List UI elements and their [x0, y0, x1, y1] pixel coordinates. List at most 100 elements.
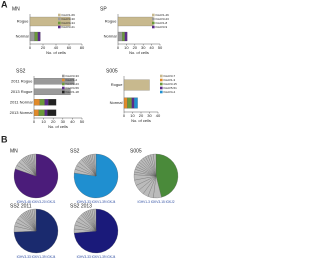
bar-segment	[134, 97, 138, 109]
legend-swatch	[58, 13, 61, 17]
bar-segment	[33, 88, 71, 95]
x-tick-label: 0	[29, 45, 32, 50]
x-tick-label: 80	[80, 45, 85, 50]
x-tick-label: 0	[117, 45, 120, 50]
chart-title: SS2	[70, 148, 80, 154]
chart-title: S005	[106, 68, 118, 74]
legend-label: IGHV3-9	[156, 25, 168, 29]
chart-title: MN	[10, 148, 18, 154]
chart-title: SS2 2013	[70, 203, 92, 209]
bar-segment	[131, 97, 135, 109]
x-tick-label: 20	[41, 45, 46, 50]
legend-label: IGHV3-21	[62, 25, 76, 29]
legend-label: IGHV3-7	[164, 74, 176, 78]
legend-label: IGHV5-51	[164, 86, 178, 90]
chart-title: SS2	[16, 68, 26, 74]
category-label: 2011 Normal	[10, 99, 33, 104]
x-tick-label: 30	[147, 113, 152, 118]
bar-segment	[127, 97, 132, 109]
pie-slice	[93, 208, 97, 232]
legend-label: IGHV3-23	[156, 17, 170, 21]
x-axis-label: No. of cells	[48, 124, 68, 129]
legend-swatch	[58, 21, 61, 25]
x-tick-label: 10	[41, 119, 46, 124]
bar-segment	[117, 31, 123, 42]
legend-swatch	[62, 90, 65, 94]
legend-label: IGHV4-59	[66, 86, 80, 90]
chart-title: SP	[100, 6, 107, 12]
category-label: 2013 Normal	[10, 110, 33, 115]
chart-title: S005	[130, 148, 142, 154]
legend-label: IGHV3-15	[164, 82, 178, 86]
category-label: Rogue	[111, 82, 124, 87]
pie-caption: IGHV3-48 IGKV3-20 IGKJ1	[17, 200, 56, 204]
x-tick-label: 40	[156, 113, 161, 118]
legend-label: IGHV1-3	[164, 78, 176, 82]
chart-title: SS2 2011	[10, 203, 32, 209]
legend-swatch	[62, 74, 65, 78]
legend-label: IGHV1-8	[156, 21, 168, 25]
legend-swatch	[160, 90, 163, 94]
x-axis-label: No. of cells	[129, 50, 149, 55]
legend-label: IGHV3-33	[66, 74, 80, 78]
panel-label: B	[1, 134, 8, 144]
legend-label: IGHV3-30	[62, 17, 76, 21]
pie-slice	[153, 153, 157, 177]
bar-segment	[33, 109, 39, 116]
pie-caption: IGHV3-33 IGKV1-39 IGKJ4	[77, 200, 116, 204]
figure: A B MN 0 20 40 60 80 No. of cells Rogue Normal IG…	[1, 0, 179, 259]
bar-segment	[48, 98, 57, 106]
legend-swatch	[160, 78, 163, 82]
legend-swatch	[152, 13, 155, 17]
x-tick-label: 20	[139, 113, 144, 118]
x-tick-label: 30	[141, 45, 146, 50]
legend-swatch	[152, 21, 155, 25]
category-label: Rogue	[105, 19, 118, 24]
x-tick-label: 60	[67, 45, 72, 50]
category-label: Rogue	[17, 19, 30, 24]
x-tick-label: 0	[123, 113, 126, 118]
bar-segment	[122, 31, 125, 42]
bar-segment	[123, 79, 150, 91]
x-tick-label: 20	[133, 45, 138, 50]
legend-label: IGHV4-34	[62, 21, 76, 25]
x-tick-label: 50	[80, 119, 85, 124]
legend-swatch	[152, 25, 155, 29]
legend-swatch	[58, 17, 61, 21]
legend-label: IGHV1-69	[62, 13, 76, 17]
pie-caption: IGHV3-33 IGKV1-39 IGKJ4	[77, 255, 116, 259]
chart-title: MN	[12, 6, 20, 12]
bar-segment	[37, 31, 41, 42]
legend-swatch	[160, 86, 163, 90]
legend-swatch	[160, 82, 163, 86]
panel-label: A	[1, 0, 8, 9]
x-axis-label: No. of cells	[46, 50, 66, 55]
pie-slice	[33, 208, 37, 232]
x-tick-label: 40	[70, 119, 75, 124]
pie-caption: IGHV1-3 IGKV3-15 IGKJ2	[137, 200, 174, 204]
legend-label: IGHV1-2	[66, 78, 78, 82]
legend-label: IGHV4-4	[164, 90, 176, 94]
bar-segment	[33, 98, 40, 106]
bar-segment	[38, 109, 45, 116]
legend-label: IGHV3-23	[66, 82, 80, 86]
x-tick-label: 30	[61, 119, 66, 124]
bar-segment	[117, 16, 154, 27]
pie-caption: IGHV3-33 IGKV1-39 IGKJ4	[17, 255, 56, 259]
x-axis-label: No. of cells	[131, 118, 151, 123]
bar-segment	[123, 97, 128, 109]
x-tick-label: 40	[149, 45, 154, 50]
legend-swatch	[160, 74, 163, 78]
x-tick-label: 10	[124, 45, 129, 50]
category-label: Normal	[104, 34, 117, 39]
bar-segment	[44, 98, 49, 106]
category-label: Normal	[110, 100, 123, 105]
category-label: 2011 Rogue	[11, 78, 33, 83]
bar-segment	[29, 31, 35, 42]
legend-label: IGHV1-18	[66, 90, 80, 94]
x-tick-label: 10	[130, 113, 135, 118]
bar-segment	[29, 16, 71, 27]
legend-swatch	[62, 82, 65, 86]
bar-segment	[124, 31, 128, 42]
x-tick-label: 40	[54, 45, 59, 50]
